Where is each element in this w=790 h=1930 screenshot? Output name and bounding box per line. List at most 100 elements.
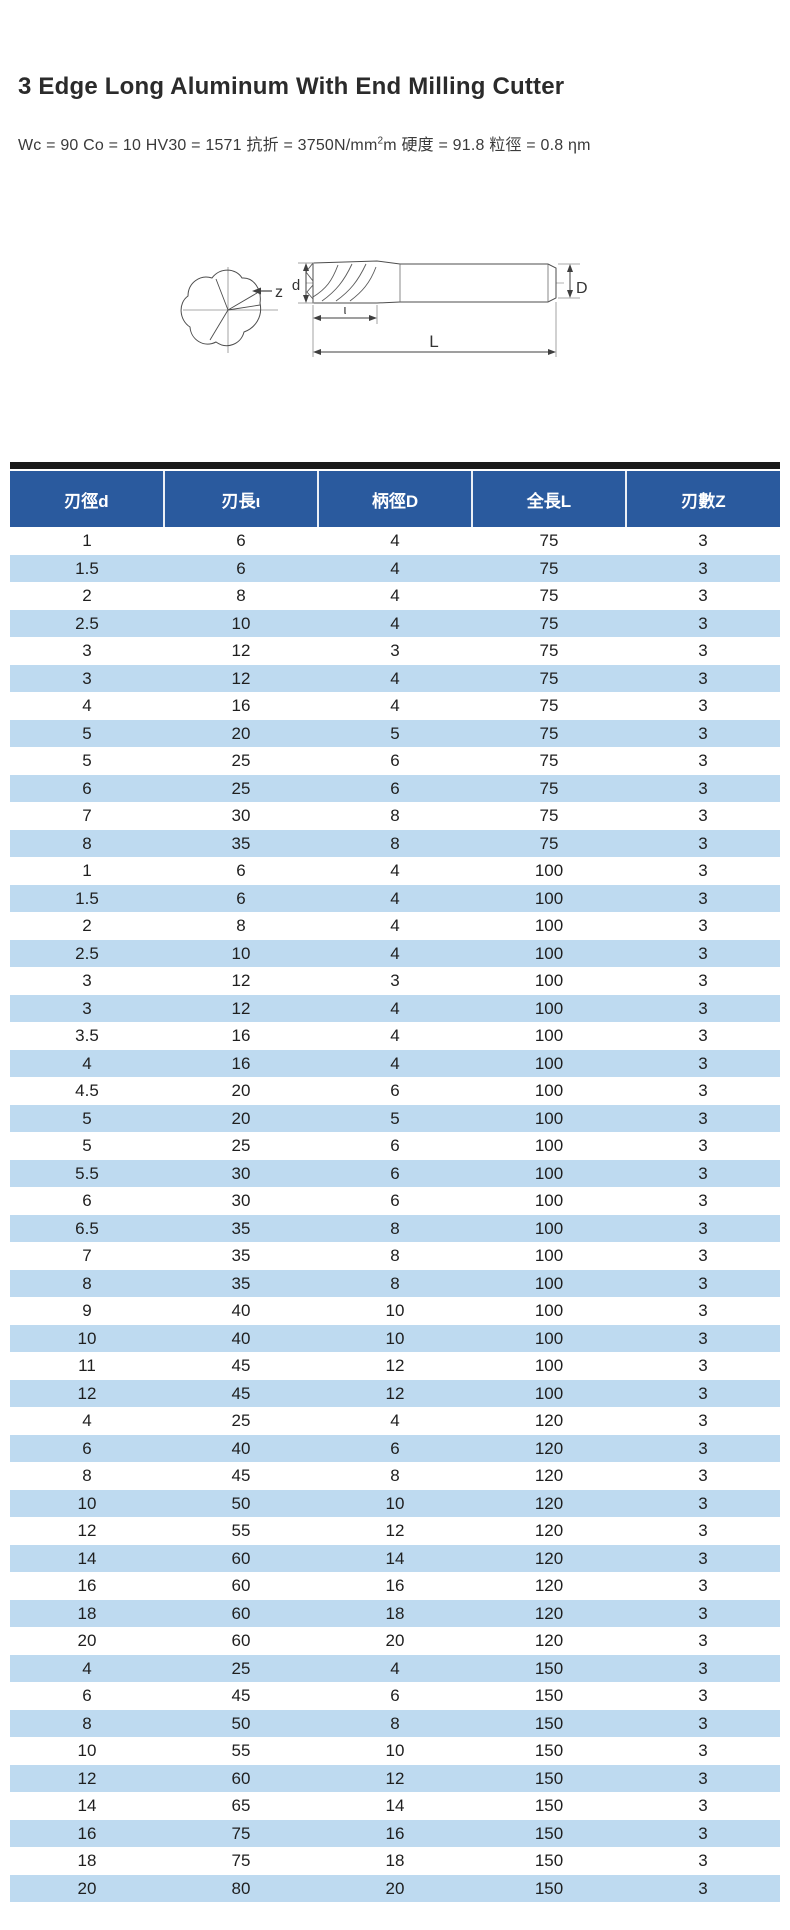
- table-cell: 2: [10, 912, 164, 940]
- table-cell: 75: [472, 637, 626, 665]
- table-row: 1 6 4 100 3: [10, 857, 780, 885]
- flute-helix-lines: [312, 263, 377, 302]
- table-cell: 12: [10, 1379, 164, 1407]
- column-header: 全長L: [471, 471, 626, 527]
- table-cell: 35: [164, 1269, 318, 1297]
- table-cell: 10: [10, 1489, 164, 1517]
- table-cell: 150: [472, 1847, 626, 1875]
- table-cell: 40: [164, 1324, 318, 1352]
- table-cell: 3: [10, 637, 164, 665]
- table-cell: 5: [318, 1104, 472, 1132]
- table-row: 12 45 12 100 3: [10, 1379, 780, 1407]
- table-cell: 4: [10, 1407, 164, 1435]
- spec-table-body: 1 6 4 75 3 1.5 6 4 75 3 2 8 4 75 3 2.5 10 4 75 3 3 12 3 75 3 3 12 4…: [10, 527, 780, 1902]
- table-cell: 6: [318, 1132, 472, 1160]
- table-cell: 16: [10, 1819, 164, 1847]
- table-row: 3 12 4 75 3: [10, 664, 780, 692]
- table-cell: 12: [318, 1379, 472, 1407]
- table-cell: 6.5: [10, 1214, 164, 1242]
- table-cell: 100: [472, 1379, 626, 1407]
- table-cell: 6: [318, 1187, 472, 1215]
- table-row: 2 8 4 100 3: [10, 912, 780, 940]
- table-cell: 60: [164, 1764, 318, 1792]
- table-row: 20 60 20 120 3: [10, 1627, 780, 1655]
- table-row: 5.5 30 6 100 3: [10, 1159, 780, 1187]
- table-cell: 75: [472, 692, 626, 720]
- table-row: 6.5 35 8 100 3: [10, 1214, 780, 1242]
- table-row: 8 35 8 100 3: [10, 1269, 780, 1297]
- table-cell: 150: [472, 1792, 626, 1820]
- table-cell: 10: [164, 609, 318, 637]
- table-cell: 3: [626, 1572, 780, 1600]
- table-cell: 8: [164, 582, 318, 610]
- table-cell: 55: [164, 1517, 318, 1545]
- spec-text-before: Wc = 90 Co = 10 HV30 = 1571 抗折 = 3750N/m…: [18, 137, 378, 154]
- table-cell: 3: [626, 1132, 780, 1160]
- table-cell: 12: [164, 967, 318, 995]
- z-label: z: [275, 284, 283, 301]
- table-cell: 150: [472, 1709, 626, 1737]
- table-cell: 35: [164, 1242, 318, 1270]
- table-cell: 3: [626, 747, 780, 775]
- table-row: 12 60 12 150 3: [10, 1764, 780, 1792]
- table-cell: 5: [318, 719, 472, 747]
- table-cell: 3: [626, 637, 780, 665]
- table-row: 2 8 4 75 3: [10, 582, 780, 610]
- table-cell: 100: [472, 1269, 626, 1297]
- iota-arrow-left: [313, 315, 321, 321]
- table-cell: 100: [472, 967, 626, 995]
- table-row: 2.5 10 4 100 3: [10, 939, 780, 967]
- table-cell: 10: [318, 1737, 472, 1765]
- table-cell: 10: [164, 939, 318, 967]
- table-cell: 30: [164, 1187, 318, 1215]
- table-cell: 12: [10, 1764, 164, 1792]
- table-cell: 3: [626, 884, 780, 912]
- table-cell: 8: [10, 829, 164, 857]
- table-cell: 10: [10, 1324, 164, 1352]
- table-cell: 5.5: [10, 1159, 164, 1187]
- table-cell: 18: [318, 1599, 472, 1627]
- table-cell: 2: [10, 582, 164, 610]
- table-cell: 20: [10, 1627, 164, 1655]
- table-row: 20 80 20 150 3: [10, 1874, 780, 1902]
- table-cell: 3: [626, 1352, 780, 1380]
- table-cell: 3: [626, 1379, 780, 1407]
- table-cell: 3: [626, 774, 780, 802]
- table-cell: 14: [318, 1544, 472, 1572]
- table-cell: 120: [472, 1627, 626, 1655]
- page-title: 3 Edge Long Aluminum With End Milling Cu…: [18, 73, 565, 101]
- table-cell: 1.5: [10, 884, 164, 912]
- table-cell: 6: [318, 1159, 472, 1187]
- table-cell: 12: [164, 664, 318, 692]
- table-cell: 3: [626, 1737, 780, 1765]
- table-cell: 75: [472, 747, 626, 775]
- table-row: 2.5 10 4 75 3: [10, 609, 780, 637]
- table-cell: 12: [318, 1517, 472, 1545]
- table-cell: 3: [318, 637, 472, 665]
- table-cell: 14: [318, 1792, 472, 1820]
- table-row: 6 40 6 120 3: [10, 1434, 780, 1462]
- table-cell: 3: [626, 1297, 780, 1325]
- table-row: 11 45 12 100 3: [10, 1352, 780, 1380]
- table-cell: 3: [626, 1874, 780, 1902]
- table-row: 4.5 20 6 100 3: [10, 1077, 780, 1105]
- table-row: 1 6 4 75 3: [10, 527, 780, 555]
- table-cell: 3: [626, 719, 780, 747]
- table-cell: 3: [626, 1022, 780, 1050]
- table-cell: 4: [318, 1049, 472, 1077]
- table-cell: 12: [318, 1764, 472, 1792]
- table-cell: 1: [10, 857, 164, 885]
- table-cell: 3: [626, 939, 780, 967]
- table-cell: 100: [472, 994, 626, 1022]
- column-header: 刃數Z: [625, 471, 780, 527]
- table-cell: 100: [472, 1159, 626, 1187]
- table-cell: 14: [10, 1544, 164, 1572]
- table-cell: 60: [164, 1572, 318, 1600]
- table-cell: 100: [472, 1104, 626, 1132]
- table-cell: 100: [472, 1324, 626, 1352]
- table-cell: 100: [472, 1214, 626, 1242]
- table-cell: 20: [164, 719, 318, 747]
- table-row: 14 60 14 120 3: [10, 1544, 780, 1572]
- table-cell: 16: [318, 1572, 472, 1600]
- table-cell: 8: [318, 829, 472, 857]
